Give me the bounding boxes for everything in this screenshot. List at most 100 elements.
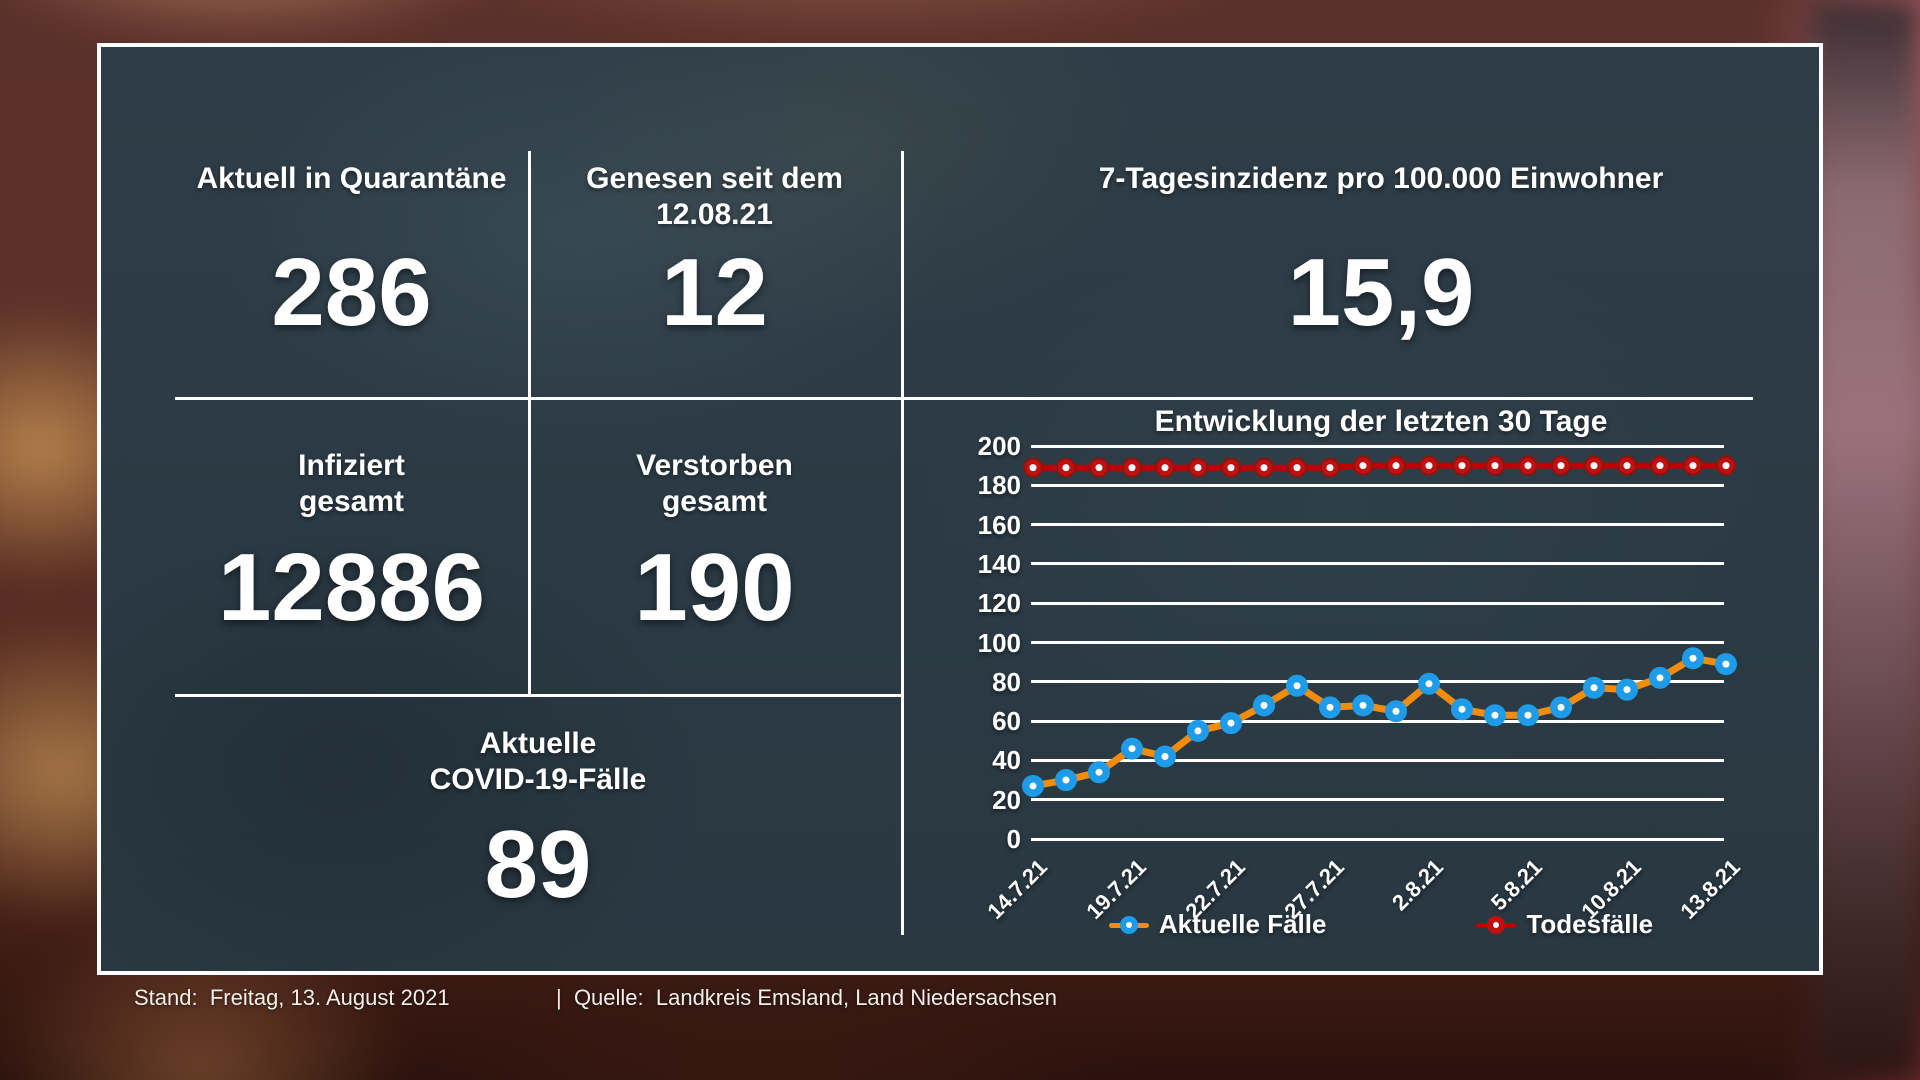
card-incidence-value: 15,9	[1287, 239, 1475, 346]
gridline-0	[1031, 837, 1724, 841]
virus-photo-background-right	[1810, 0, 1920, 1080]
data-point-center	[1227, 464, 1235, 472]
footer-source: | Quelle: Landkreis Emsland, Land Nieder…	[556, 985, 1057, 1010]
card-recovered: Genesen seit dem 12.08.21 12	[528, 151, 901, 397]
data-point-center	[1326, 703, 1334, 711]
data-point-center	[1095, 464, 1103, 472]
card-recovered-label-line1: Genesen seit dem	[586, 162, 843, 195]
data-point-center	[1029, 782, 1037, 790]
y-tick-label-20: 20	[992, 784, 1021, 815]
y-tick-label-160: 160	[977, 509, 1021, 540]
gridline-40	[1031, 758, 1724, 762]
data-point-center	[1491, 711, 1499, 719]
y-tick-label-80: 80	[992, 666, 1021, 697]
data-point-center	[1425, 680, 1433, 688]
data-point-center	[1491, 462, 1499, 470]
data-point-center	[1458, 462, 1466, 470]
data-point-center	[1128, 745, 1136, 753]
data-point-center	[1260, 464, 1268, 472]
divider-vertical-main	[901, 151, 904, 935]
card-quarantine-label: Aktuell in Quarantäne	[196, 162, 507, 195]
gridline-120	[1031, 601, 1724, 605]
data-point-center	[1590, 462, 1598, 470]
card-quarantine: Aktuell in Quarantäne 286	[175, 151, 528, 397]
card-infected-label-line1: Infiziert	[298, 449, 405, 482]
gridline-100	[1031, 641, 1724, 644]
data-point-center	[1029, 464, 1037, 472]
data-point-center	[1194, 727, 1202, 735]
data-point-center	[1458, 705, 1466, 713]
card-active-cases: Aktuelle COVID-19-Fälle 89	[175, 694, 901, 935]
data-point-center	[1623, 686, 1631, 694]
data-point-center	[1260, 701, 1268, 709]
divider-horizontal-top	[175, 397, 1753, 400]
data-point-center	[1557, 703, 1565, 711]
data-point-center	[1161, 752, 1169, 760]
data-point-center	[1095, 768, 1103, 776]
data-point-center	[1524, 462, 1532, 470]
data-point-center	[1689, 654, 1697, 662]
data-point-center	[1392, 462, 1400, 470]
gridline-80	[1031, 680, 1724, 684]
data-point-center	[1062, 464, 1070, 472]
card-infected: Infiziert gesamt 12886	[175, 397, 528, 694]
card-quarantine-value: 286	[271, 239, 432, 346]
divider-horizontal-bottom-left	[175, 694, 901, 697]
data-point-center	[1227, 719, 1235, 727]
data-point-center	[1293, 682, 1301, 690]
legend-label-Todesfälle: Todesfälle	[1526, 909, 1654, 939]
card-infected-label-line2: gesamt	[298, 485, 405, 518]
y-tick-label-120: 120	[977, 588, 1021, 619]
y-tick-label-200: 200	[977, 431, 1021, 461]
data-point-center	[1656, 462, 1664, 470]
data-point-center	[1590, 684, 1598, 692]
legend-marker-Aktuelle Fälle	[1108, 915, 1149, 934]
y-tick-label-60: 60	[992, 706, 1021, 737]
card-active-value: 89	[484, 811, 592, 918]
data-point-center	[1062, 776, 1070, 784]
data-point-center	[1557, 462, 1565, 470]
data-point-center	[1689, 462, 1697, 470]
legend-item-Aktuelle Fälle: Aktuelle Fälle	[1108, 909, 1327, 940]
data-point-center	[1722, 660, 1730, 668]
data-point-center	[1722, 462, 1730, 470]
series-line-Todesfälle	[1030, 462, 1729, 471]
divider-vertical-left	[528, 151, 531, 697]
dashboard-panel: Aktuell in Quarantäne 286 Genesen seit d…	[97, 43, 1823, 975]
card-recovered-label-line2: 12.08.21	[656, 198, 773, 231]
gridline-20	[1031, 798, 1724, 802]
y-tick-label-140: 140	[977, 548, 1021, 579]
card-deceased: Verstorben gesamt 190	[528, 397, 901, 694]
chart-title: Entwicklung der letzten 30 Tage	[1154, 405, 1608, 438]
card-deceased-label-line2: gesamt	[661, 485, 768, 518]
gridline-180	[1031, 483, 1724, 487]
data-point-center	[1359, 462, 1367, 470]
gridline-160	[1031, 523, 1724, 527]
y-tick-label-0: 0	[1006, 824, 1021, 854]
data-point-center	[1161, 464, 1169, 472]
card-deceased-label-line1: Verstorben	[636, 449, 793, 482]
data-point-center	[1392, 707, 1400, 715]
legend-marker-Todesfälle	[1476, 915, 1517, 934]
gridline-60	[1031, 719, 1724, 723]
gridline-200	[1031, 444, 1724, 448]
legend-item-Todesfälle: Todesfälle	[1476, 909, 1653, 940]
legend-label-Aktuelle Fälle: Aktuelle Fälle	[1158, 909, 1327, 939]
data-point-center	[1524, 711, 1532, 719]
gridline-140	[1031, 562, 1724, 566]
data-point-center	[1359, 701, 1367, 709]
data-point-center	[1656, 674, 1664, 682]
data-point-center	[1623, 462, 1631, 470]
data-point-center	[1194, 464, 1202, 472]
card-incidence-label: 7-Tagesinzidenz pro 100.000 Einwohner	[1098, 162, 1664, 195]
card-active-label-line2: COVID-19-Fälle	[429, 763, 647, 796]
data-point-center	[1425, 462, 1433, 470]
card-recovered-value: 12	[661, 239, 768, 346]
data-point-center	[1293, 464, 1301, 472]
data-point-center	[1326, 464, 1334, 472]
data-point-center	[1128, 464, 1136, 472]
card-active-label-line1: Aktuelle	[479, 727, 597, 760]
card-infected-value: 12886	[218, 534, 485, 641]
line-chart-plot	[1022, 455, 1737, 797]
